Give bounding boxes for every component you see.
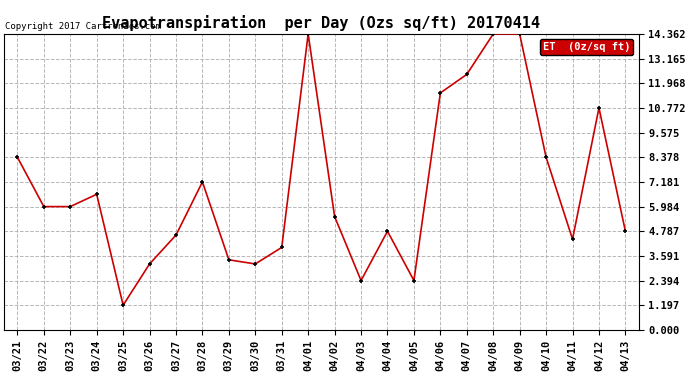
Point [461, 71, 472, 77]
Point [355, 278, 366, 284]
Point [39, 204, 50, 210]
Point [382, 228, 393, 234]
Title: Evapotranspiration  per Day (Ozs sq/ft) 20170414: Evapotranspiration per Day (Ozs sq/ft) 2… [102, 15, 540, 32]
Point [117, 302, 128, 308]
Point [593, 105, 604, 111]
Point [276, 244, 287, 250]
Legend: ET  (0z/sq ft): ET (0z/sq ft) [540, 39, 633, 56]
Point [488, 31, 499, 37]
Point [514, 31, 525, 37]
Point [620, 228, 631, 234]
Point [224, 257, 235, 263]
Point [170, 232, 181, 238]
Point [144, 261, 155, 267]
Point [12, 154, 23, 160]
Point [65, 204, 76, 210]
Point [435, 90, 446, 96]
Point [250, 261, 261, 267]
Point [329, 213, 340, 219]
Text: Copyright 2017 Cartronics.com: Copyright 2017 Cartronics.com [5, 22, 161, 31]
Point [408, 278, 420, 284]
Point [303, 31, 314, 37]
Point [567, 236, 578, 242]
Point [197, 179, 208, 185]
Point [540, 154, 551, 160]
Point [91, 191, 102, 197]
